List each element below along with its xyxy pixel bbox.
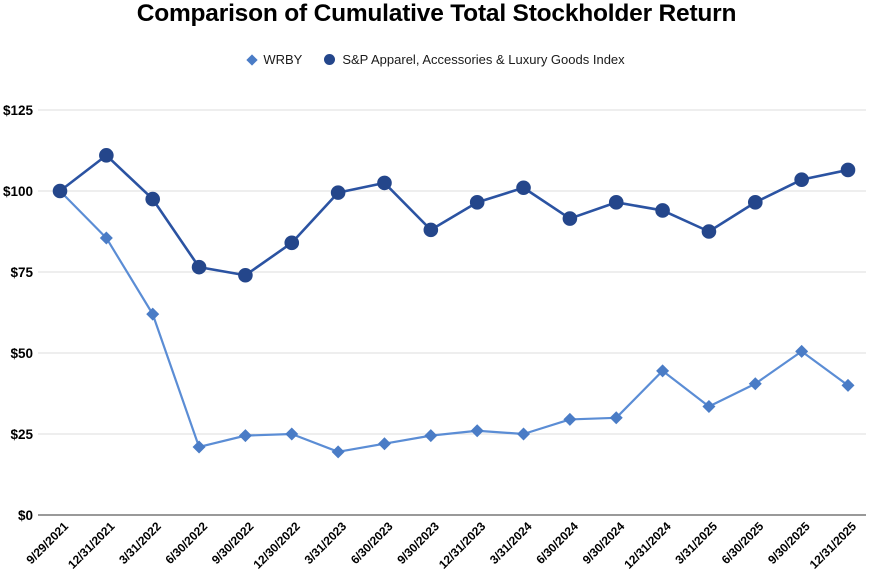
sp-index-marker [469, 195, 485, 210]
sp-index-marker [747, 195, 763, 210]
wrby-marker [424, 429, 438, 443]
sp-index-marker [52, 183, 68, 199]
x-axis-tick-label: 3/31/2023 [302, 519, 350, 567]
x-axis-tick-label: 12/31/2024 [621, 519, 674, 572]
wrby-marker [517, 427, 531, 441]
x-axis-tick-label: 6/30/2023 [348, 519, 396, 567]
x-axis-tick-label: 9/30/2024 [580, 519, 628, 567]
chart-legend: WRBY S&P Apparel, Accessories & Luxury G… [0, 52, 873, 67]
x-axis-tick-label: 12/31/2021 [65, 519, 118, 572]
wrby-marker [795, 344, 809, 358]
x-axis-tick-label: 12/31/2023 [436, 519, 489, 572]
x-axis-tick-label: 6/30/2025 [719, 519, 767, 567]
sp-index-marker [608, 195, 624, 210]
x-axis-tick-label: 6/30/2022 [163, 519, 211, 567]
sp-index-marker [145, 191, 161, 207]
sp-index-circle-marker-icon [324, 54, 336, 65]
sp-index-line [58, 154, 850, 277]
sp-index-marker [330, 185, 346, 200]
x-axis-tick-label: 9/29/2021 [23, 519, 71, 567]
sp-index-marker [423, 222, 439, 238]
x-axis-tick-label: 9/30/2025 [765, 519, 813, 567]
sp-index-marker [284, 235, 300, 251]
x-axis-tick-label: 3/31/2025 [672, 519, 720, 567]
x-axis-tick-label: 9/30/2023 [394, 519, 442, 567]
wrby-marker [748, 377, 762, 391]
wrby-marker [377, 437, 391, 451]
legend-item-sp-index: S&P Apparel, Accessories & Luxury Goods … [324, 52, 625, 67]
y-axis-tick-label: $75 [10, 265, 33, 280]
y-axis-tick-label: $0 [18, 508, 33, 523]
wrby-marker [146, 307, 160, 321]
wrby-line [58, 189, 850, 453]
sp-index-marker [655, 203, 670, 218]
sp-index-marker [377, 175, 392, 191]
wrby-marker [563, 412, 577, 426]
y-axis-tick-label: $50 [10, 346, 33, 361]
wrby-marker [285, 427, 299, 441]
sp-index-marker [191, 259, 207, 275]
wrby-marker [470, 424, 484, 438]
x-axis-tick-label: 9/30/2022 [209, 519, 257, 567]
sp-index-marker [562, 211, 578, 226]
wrby-marker [702, 399, 716, 413]
y-axis-tick-label: $125 [3, 103, 34, 118]
wrby-marker [192, 440, 206, 454]
wrby-marker [841, 378, 855, 392]
legend-label-wrby: WRBY [263, 52, 303, 67]
sp-index-marker [794, 172, 809, 187]
x-axis-tick-label: 3/31/2022 [116, 519, 164, 567]
wrby-marker [99, 231, 113, 245]
sp-index-marker [701, 224, 717, 239]
x-axis-tick-label: 12/30/2022 [251, 519, 304, 572]
wrby-marker [609, 411, 623, 425]
sp-index-marker [840, 162, 856, 178]
sp-index-marker [516, 180, 531, 196]
legend-label-sp-index: S&P Apparel, Accessories & Luxury Goods … [342, 52, 625, 67]
wrby-marker [331, 445, 345, 459]
y-axis-tick-label: $25 [10, 427, 33, 442]
legend-item-wrby: WRBY [246, 52, 303, 67]
x-axis-tick-label: 6/30/2024 [533, 519, 581, 567]
x-axis-tick-label: 12/31/2025 [807, 519, 860, 572]
y-axis-tick-label: $100 [3, 184, 33, 199]
wrby-marker [238, 429, 252, 443]
wrby-marker [656, 364, 670, 378]
chart-title: Comparison of Cumulative Total Stockhold… [136, 0, 737, 27]
sp-index-marker [99, 148, 114, 163]
sp-index-marker [238, 267, 253, 283]
x-axis-tick-label: 3/31/2024 [487, 519, 535, 567]
